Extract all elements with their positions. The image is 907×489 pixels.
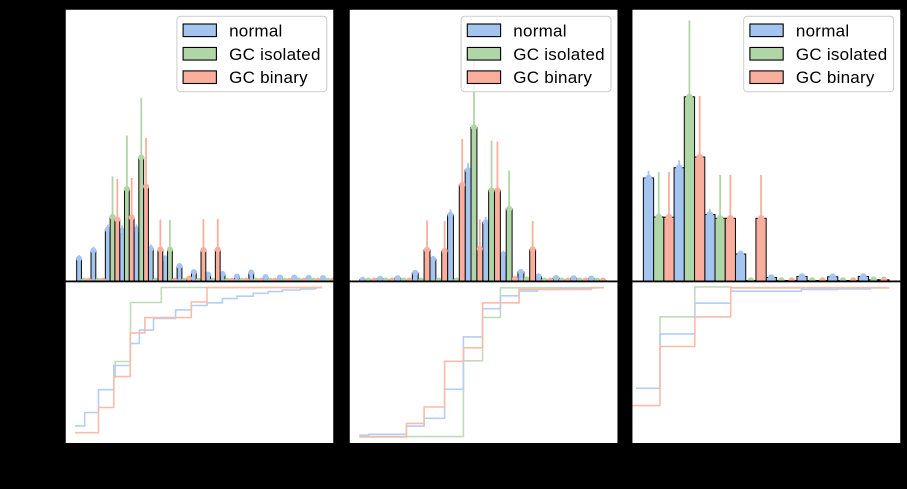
svg-text:GC isolated: GC isolated bbox=[229, 45, 321, 64]
svg-text:GC binary: GC binary bbox=[796, 68, 875, 87]
svg-text:GC binary: GC binary bbox=[513, 68, 592, 87]
svg-text:GC isolated: GC isolated bbox=[513, 45, 605, 64]
svg-text:normal: normal bbox=[229, 21, 282, 40]
svg-text:GC isolated: GC isolated bbox=[796, 45, 888, 64]
svg-text:GC binary: GC binary bbox=[229, 68, 308, 87]
svg-text:normal: normal bbox=[513, 21, 566, 40]
svg-text:normal: normal bbox=[796, 21, 849, 40]
